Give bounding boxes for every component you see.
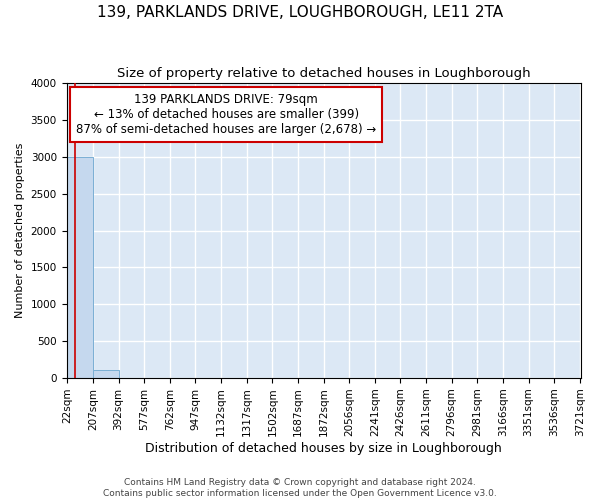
Y-axis label: Number of detached properties: Number of detached properties	[15, 143, 25, 318]
Bar	[93, 370, 119, 378]
Text: 139 PARKLANDS DRIVE: 79sqm
← 13% of detached houses are smaller (399)
87% of sem: 139 PARKLANDS DRIVE: 79sqm ← 13% of deta…	[76, 92, 376, 136]
Text: 139, PARKLANDS DRIVE, LOUGHBOROUGH, LE11 2TA: 139, PARKLANDS DRIVE, LOUGHBOROUGH, LE11…	[97, 5, 503, 20]
Text: Contains HM Land Registry data © Crown copyright and database right 2024.
Contai: Contains HM Land Registry data © Crown c…	[103, 478, 497, 498]
Title: Size of property relative to detached houses in Loughborough: Size of property relative to detached ho…	[117, 68, 530, 80]
X-axis label: Distribution of detached houses by size in Loughborough: Distribution of detached houses by size …	[145, 442, 502, 455]
Bar	[67, 157, 93, 378]
